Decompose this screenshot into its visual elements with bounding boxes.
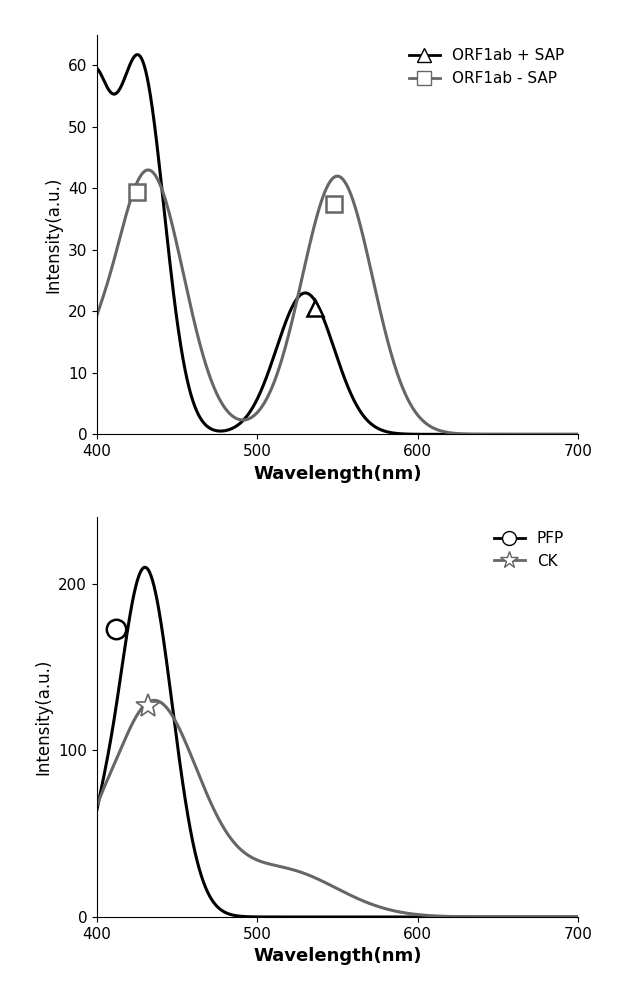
- Y-axis label: Intensity(a.u.): Intensity(a.u.): [45, 176, 62, 293]
- Legend: ORF1ab + SAP, ORF1ab - SAP: ORF1ab + SAP, ORF1ab - SAP: [403, 42, 570, 92]
- X-axis label: Wavelength(nm): Wavelength(nm): [253, 465, 421, 483]
- Legend: PFP, CK: PFP, CK: [488, 525, 570, 575]
- X-axis label: Wavelength(nm): Wavelength(nm): [253, 947, 421, 965]
- Y-axis label: Intensity(a.u.): Intensity(a.u.): [34, 659, 53, 775]
